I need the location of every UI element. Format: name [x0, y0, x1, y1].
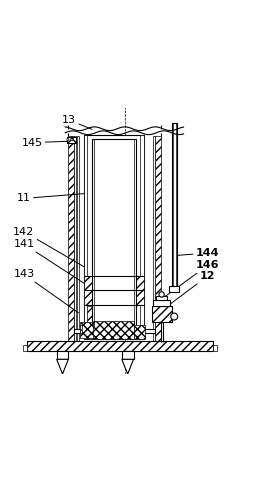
Bar [172, 122, 177, 286]
Bar [80, 325, 82, 329]
Text: 146: 146 [161, 260, 219, 299]
Bar [152, 306, 172, 322]
Bar [122, 351, 134, 359]
Bar [155, 136, 161, 341]
Bar [153, 136, 155, 341]
Bar [152, 306, 172, 322]
Bar [80, 330, 82, 333]
Bar [74, 136, 76, 341]
Bar [57, 351, 68, 359]
Bar [80, 322, 94, 338]
Text: 11: 11 [17, 193, 90, 203]
Bar [156, 296, 167, 299]
Text: 13: 13 [62, 115, 92, 129]
Bar [23, 346, 27, 351]
Circle shape [71, 139, 73, 141]
Polygon shape [57, 359, 68, 374]
Bar [134, 324, 145, 339]
Circle shape [171, 313, 178, 320]
Text: 144: 144 [174, 248, 219, 258]
Bar [74, 329, 155, 333]
Bar [27, 341, 213, 351]
Text: 145: 145 [21, 137, 70, 147]
Text: 142: 142 [13, 227, 88, 269]
Bar [84, 276, 92, 305]
Bar [213, 346, 217, 351]
Bar [68, 136, 161, 341]
Bar [136, 276, 144, 305]
Bar [84, 134, 144, 339]
Bar [153, 299, 170, 306]
Bar [27, 341, 213, 351]
Bar [169, 286, 179, 292]
Bar [84, 134, 87, 339]
Bar [84, 306, 94, 339]
Bar [140, 134, 144, 339]
Bar [93, 321, 134, 339]
Circle shape [159, 292, 164, 297]
Bar [66, 137, 76, 143]
Bar [92, 290, 136, 305]
Text: 143: 143 [13, 269, 78, 313]
Circle shape [67, 139, 69, 141]
Polygon shape [122, 359, 134, 374]
Bar [68, 136, 74, 341]
Bar [92, 139, 136, 327]
Bar [77, 136, 79, 341]
Bar [66, 137, 76, 143]
Text: 12: 12 [165, 271, 215, 308]
Text: 141: 141 [13, 239, 85, 283]
